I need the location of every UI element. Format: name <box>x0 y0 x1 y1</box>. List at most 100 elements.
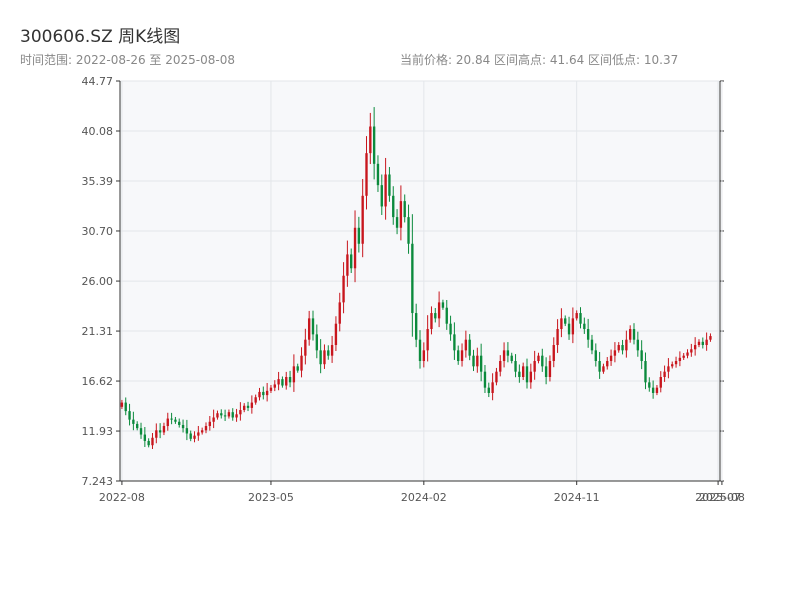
candle-body <box>254 397 257 403</box>
candle-body <box>598 361 601 372</box>
candle-body <box>548 361 552 378</box>
candle-body <box>437 302 441 319</box>
candle-body <box>693 345 697 350</box>
candle-body <box>147 440 150 446</box>
candle-body <box>514 361 517 372</box>
candle-body <box>166 418 169 427</box>
candle-body <box>281 379 284 386</box>
candle-body <box>262 391 265 396</box>
candle-body <box>575 313 578 319</box>
candle-body <box>537 355 540 362</box>
y-tick-label: 30.70 <box>82 225 114 238</box>
candle-body <box>479 355 483 372</box>
y-tick-label: 44.77 <box>82 75 114 88</box>
candle-body <box>671 364 674 367</box>
candle-body <box>422 350 426 362</box>
candle-body <box>376 163 380 186</box>
candle-body <box>178 421 181 425</box>
candle-body <box>296 366 299 371</box>
candle-body <box>682 355 685 358</box>
candle-body <box>212 417 215 422</box>
candle-body <box>583 323 586 330</box>
candle-body <box>136 423 139 429</box>
candle-body <box>522 366 525 378</box>
candle-body <box>430 313 433 330</box>
y-tick-label: 21.31 <box>82 325 114 338</box>
candle-body <box>407 217 410 244</box>
candle-body <box>388 174 391 196</box>
candle-body <box>506 350 510 356</box>
candle-body <box>346 254 349 276</box>
candle-body <box>468 339 471 356</box>
candle-body <box>323 350 326 365</box>
candle-body <box>602 366 605 372</box>
candle-body <box>701 341 704 346</box>
candle-body <box>307 318 311 340</box>
candle-body <box>223 415 227 417</box>
candle-body <box>239 410 242 415</box>
candle-body <box>216 413 219 418</box>
candle-body <box>483 371 487 388</box>
date-range: 时间范围: 2022-08-26 至 2025-08-08 <box>20 53 235 67</box>
candle-body <box>609 355 613 362</box>
candle-body <box>644 361 647 383</box>
candle-body <box>460 350 464 362</box>
candle-body <box>174 419 177 422</box>
candle-body <box>518 371 521 378</box>
y-tick-label: 40.08 <box>82 125 114 138</box>
candle-body <box>636 339 640 351</box>
candle-body <box>564 318 567 324</box>
candle-body <box>243 405 246 411</box>
candle-body <box>120 402 124 407</box>
candle-body <box>292 366 296 383</box>
y-tick-label: 35.39 <box>82 175 114 188</box>
candle-body <box>449 323 452 335</box>
candle-body <box>445 307 448 324</box>
candle-body <box>606 361 609 367</box>
candle-body <box>651 387 655 393</box>
candle-body <box>353 227 357 269</box>
candle-body <box>265 390 269 396</box>
candle-body <box>525 366 529 383</box>
candle-body <box>697 341 701 346</box>
candle-body <box>208 421 211 427</box>
candle-body <box>457 350 460 362</box>
candle-body <box>552 345 555 362</box>
candle-body <box>613 350 617 356</box>
candle-body <box>491 382 494 393</box>
candle-body <box>231 412 234 418</box>
candle-body <box>594 350 597 362</box>
candle-body <box>128 411 131 420</box>
candle-body <box>330 345 334 356</box>
candle-body <box>571 318 575 335</box>
candle-body <box>334 323 338 346</box>
candle-body <box>453 334 456 351</box>
candle-body <box>418 339 422 362</box>
candle-body <box>495 371 498 383</box>
candle-body <box>579 313 582 324</box>
candle-body <box>155 430 158 438</box>
candle-body <box>411 243 414 314</box>
candle-body <box>403 201 406 218</box>
page-title: 300606.SZ 周K线图 <box>20 27 181 47</box>
candle-body <box>629 329 632 340</box>
candle-body <box>204 426 208 431</box>
candle-body <box>365 153 368 196</box>
candle-body <box>162 426 166 433</box>
candle-body <box>380 185 383 207</box>
candle-body <box>544 366 548 378</box>
candle-body <box>502 350 506 362</box>
candle-body <box>269 387 273 391</box>
candle-body <box>227 412 231 417</box>
candle-body <box>686 352 689 356</box>
candle-body <box>667 366 670 372</box>
candle-body <box>250 402 254 408</box>
candle-body <box>246 405 250 408</box>
candle-body <box>311 318 315 335</box>
x-tick-label: 2024-02 <box>401 491 447 504</box>
y-tick-label: 16.62 <box>82 375 114 388</box>
candle-body <box>533 361 536 372</box>
candle-body <box>361 195 364 244</box>
candle-body <box>277 379 280 385</box>
